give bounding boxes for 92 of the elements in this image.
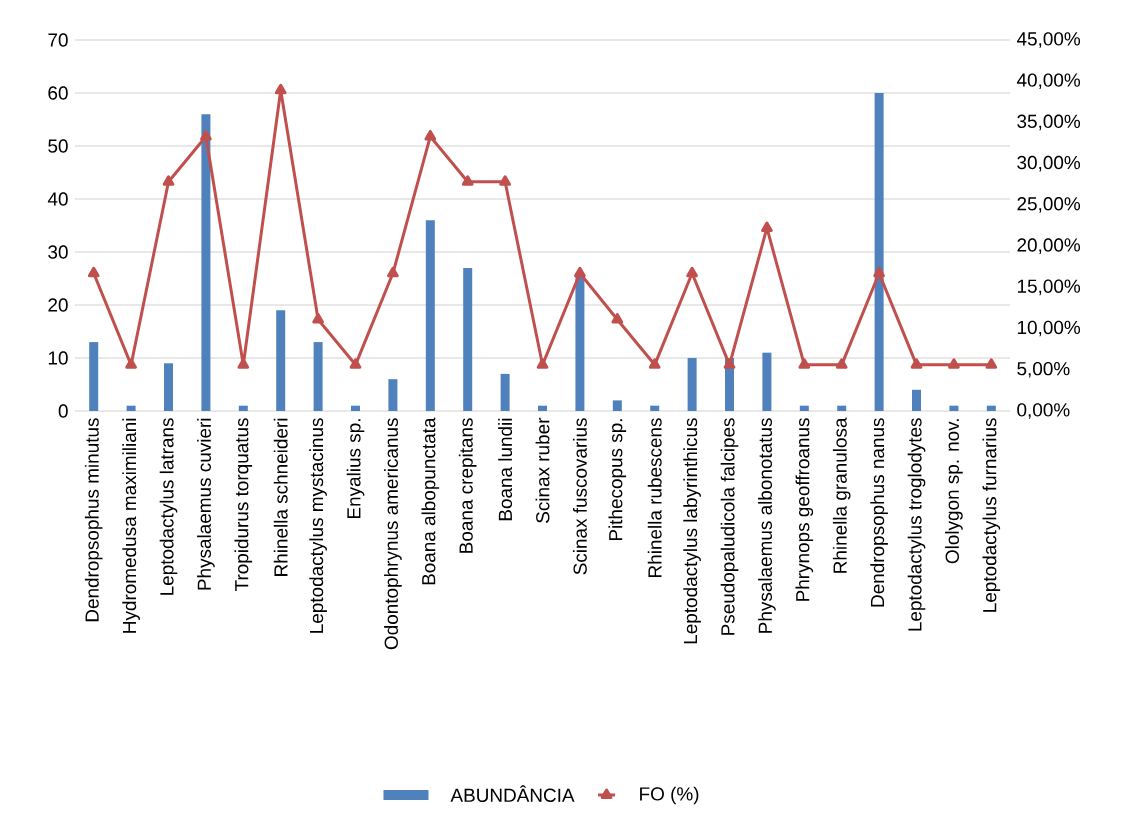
bar — [650, 405, 660, 411]
x-tick-label: Leptodactylus troglodytes — [907, 418, 926, 631]
bar — [351, 405, 361, 411]
bar — [500, 373, 510, 411]
x-tick-label: Rhinella rubescens — [647, 418, 662, 577]
x-tick-label: Boana albopunctata — [421, 417, 440, 585]
point — [910, 358, 923, 369]
bar — [986, 405, 996, 411]
x-tick-label: Rhinella schneideri — [273, 418, 288, 576]
point — [87, 266, 100, 278]
y2-tick-label: 0,00% — [1017, 403, 1070, 419]
legend-label: ABUNDÂNCIA — [450, 785, 575, 803]
x-tick-label: Dendropsophus minutus — [84, 418, 103, 622]
point — [424, 129, 437, 141]
bar — [837, 405, 847, 411]
x-tick-label: Leptodactylus furnarius — [982, 418, 1001, 612]
x-tick-label: Enyalius sp. — [346, 419, 365, 519]
y2-tick-label: 25,00% — [1017, 197, 1081, 213]
point — [499, 175, 511, 186]
bar — [538, 405, 548, 411]
x-tick-label: Boana lundii — [498, 418, 513, 521]
x-tick-label: Physalaemus cuvieri — [197, 418, 215, 590]
bar — [276, 310, 286, 411]
bar — [949, 405, 959, 411]
point — [125, 358, 137, 369]
bar — [126, 405, 136, 411]
x-tick-label: Pseudopaludicola falcipes — [720, 418, 739, 635]
y2-tick-label: 5,00% — [1017, 361, 1070, 378]
x-tick-label: Tropidurus torquatus — [234, 418, 253, 592]
point — [461, 175, 474, 186]
y2-tick-label: 45,00% — [1016, 32, 1081, 48]
bar — [874, 92, 884, 411]
y-tick-label: 30 — [48, 245, 68, 259]
point — [574, 266, 586, 278]
y2-tick-label: 15,00% — [1017, 279, 1081, 296]
x-tick-label: Phrynops geoffroanus — [795, 418, 814, 601]
point — [686, 266, 698, 278]
point — [536, 358, 549, 369]
point — [387, 266, 399, 278]
bar — [238, 405, 248, 411]
point — [162, 175, 175, 186]
bar — [388, 379, 398, 411]
bar — [912, 389, 922, 411]
point — [312, 312, 324, 324]
x-tick-label: Pithecopus sp. — [608, 419, 627, 541]
y2-tick-label: 10,00% — [1017, 320, 1081, 337]
x-tick-label: Leptodactylus labyrinthicus — [683, 418, 701, 644]
y-tick-label: 20 — [48, 298, 68, 312]
y2-tick-label: 30,00% — [1017, 155, 1081, 172]
y2-tick-label: 35,00% — [1017, 114, 1081, 131]
y-tick-label: 70 — [48, 33, 68, 47]
bar — [799, 405, 809, 411]
bar — [89, 342, 99, 411]
x-tick-label: Leptodactylus latrans — [159, 418, 178, 595]
x-tick-label: Hydromedusa maximiliani — [122, 418, 140, 633]
x-tick-label: Ololygon sp. nov. — [945, 419, 963, 564]
x-tick-label: Physalaemus albonotatus — [758, 418, 776, 633]
point — [798, 358, 811, 369]
bar — [313, 342, 323, 411]
y2-tick-label: 40,00% — [1016, 73, 1081, 90]
y-tick-label: 0 — [58, 404, 68, 418]
point — [948, 358, 960, 369]
point — [200, 129, 212, 141]
x-tick-label: Odontophrynus americanus — [384, 418, 402, 650]
y-tick-label: 50 — [48, 139, 68, 153]
point — [985, 358, 998, 369]
point — [761, 221, 773, 232]
point — [835, 358, 848, 369]
point — [873, 266, 885, 278]
point — [349, 358, 362, 369]
y2-tick-label: 20,00% — [1017, 238, 1081, 254]
bar — [164, 363, 174, 411]
x-tick-label: Scinax fuscovarius — [572, 418, 587, 575]
x-tick-label: Boana crepitans — [458, 418, 477, 553]
x-tick-label: Dendropsophus nanus — [870, 418, 888, 607]
bar — [762, 352, 772, 411]
y-tick-label: 40 — [47, 192, 68, 206]
bar — [201, 114, 211, 411]
y-tick-label: 10 — [48, 351, 68, 365]
x-tick-label: Scinax ruber — [535, 417, 550, 523]
bar — [612, 400, 622, 411]
point — [648, 358, 661, 369]
x-tick-label: Leptodactylus mystacinus — [309, 418, 327, 633]
bar — [425, 220, 435, 411]
point — [723, 358, 736, 369]
point — [611, 312, 624, 324]
point — [274, 83, 287, 95]
bar — [463, 267, 473, 411]
y-tick-label: 60 — [48, 86, 68, 100]
legend-label: FO (%) — [640, 786, 699, 805]
bar — [687, 357, 697, 411]
x-tick-label: Rhinella granulosa — [832, 417, 851, 573]
